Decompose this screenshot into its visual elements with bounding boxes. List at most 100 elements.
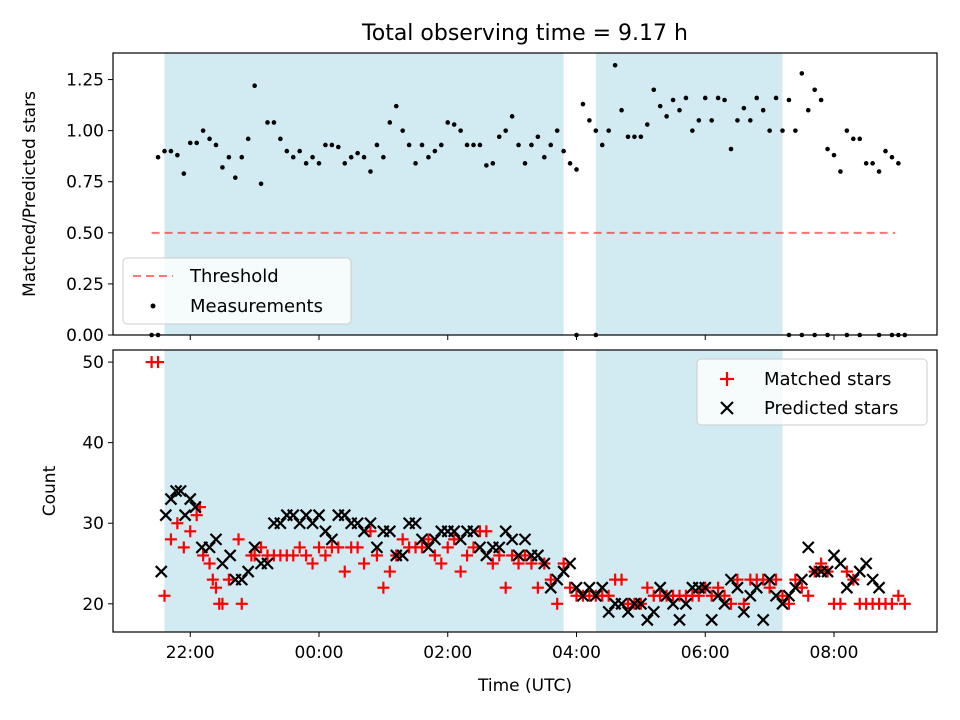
measurement-point: [818, 97, 824, 103]
predicted-star-stroke-b: [538, 557, 551, 570]
predicted-star-point: [834, 557, 847, 570]
matched-star-point: [448, 533, 461, 546]
predicted-star-stroke-b: [164, 492, 178, 506]
matched-star-point: [789, 573, 802, 586]
predicted-star-point: [872, 581, 886, 594]
predicted-star-point: [473, 541, 487, 554]
predicted-star-point: [499, 525, 512, 538]
predicted-star-stroke-b: [795, 573, 809, 586]
predicted-star-point: [718, 597, 731, 611]
matched-star-point: [782, 597, 795, 610]
predicted-star-stroke-b: [480, 549, 493, 562]
ratio-panel: 0.00 0.25 0.50 0.75 1.00 1.25 Matched/Predicte…: [20, 52, 938, 346]
predicted-star-stroke-b: [178, 508, 192, 522]
predicted-star-stroke-b: [325, 533, 339, 546]
predicted-star-point: [164, 492, 178, 506]
matched-star-point: [712, 581, 725, 594]
predicted-star-stroke-b: [653, 581, 667, 594]
measurement-point: [632, 134, 637, 140]
matched-star-point: [731, 573, 744, 586]
predicted-star-stroke-b: [454, 533, 467, 546]
matched-star-point: [641, 581, 654, 594]
predicted-star-stroke-b: [705, 613, 718, 627]
measurement-point: [355, 150, 360, 156]
predicted-star-point: [396, 549, 409, 562]
predicted-star-point: [178, 508, 192, 522]
matched-star-point: [422, 533, 435, 546]
predicted-star-point: [789, 581, 802, 594]
matched-star-point: [763, 581, 776, 594]
predicted-star-point: [744, 589, 757, 603]
predicted-star-point: [776, 597, 789, 611]
matched-star-point: [692, 589, 705, 602]
predicted-star-point: [705, 613, 718, 627]
predicted-star-stroke-b: [473, 541, 487, 554]
x-tick-label: 00:00: [295, 643, 344, 663]
predicted-star-point: [203, 541, 216, 554]
measurement-point: [625, 134, 631, 140]
matched-star-point: [725, 597, 737, 610]
matched-star-point: [885, 597, 898, 610]
measurement-point: [522, 161, 528, 166]
predicted-star-point: [795, 573, 809, 586]
predicted-star-stroke-b: [763, 573, 776, 586]
predicted-star-stroke-b: [641, 613, 654, 627]
measurement-point: [239, 154, 245, 160]
measurement-point: [851, 136, 856, 142]
measurement-point: [361, 154, 367, 160]
matched-star-point: [461, 549, 474, 562]
measurement-point: [336, 144, 341, 150]
matched-star-point: [898, 597, 911, 610]
predicted-star-point: [319, 525, 332, 538]
measurement-point: [812, 87, 817, 93]
predicted-star-stroke-b: [866, 573, 879, 586]
measurement-point: [471, 142, 476, 148]
measurement-point: [548, 142, 554, 148]
y-tick-label: 0.25: [66, 275, 104, 295]
predicted-star-point: [821, 565, 834, 578]
predicted-star-point: [338, 508, 352, 522]
predicted-star-stroke-b: [847, 573, 860, 586]
matched-star-point: [300, 549, 313, 562]
predicted-star-stroke-b: [621, 605, 635, 619]
matched-star-point: [493, 549, 506, 562]
predicted-star-point: [274, 516, 287, 530]
matched-star-point: [512, 557, 525, 570]
predicted-star-point: [660, 589, 673, 603]
predicted-star-stroke-b: [634, 597, 648, 611]
predicted-star-stroke-b: [647, 605, 661, 619]
measurement-point: [451, 122, 457, 127]
legend-measurements-label: Measurements: [190, 296, 323, 317]
matched-star-point: [319, 549, 332, 562]
measurement-point: [645, 122, 650, 127]
matched-star-point: [293, 541, 306, 554]
predicted-star-stroke-b: [223, 549, 237, 562]
matched-star-point: [557, 557, 570, 570]
matched-star-point: [519, 549, 531, 562]
matched-star-point: [564, 581, 577, 594]
measurement-point: [258, 181, 264, 187]
predicted-star-point: [615, 597, 628, 611]
measurement-point: [657, 103, 663, 109]
measurement-point: [773, 95, 779, 101]
predicted-star-point: [724, 573, 738, 586]
measurement-point: [271, 120, 277, 125]
legend-predicted-swatch: [720, 401, 734, 415]
measurement-point: [297, 148, 302, 154]
matched-star-point: [210, 581, 222, 594]
measurement-point: [612, 62, 618, 68]
legend-predicted-label: Predicted stars: [764, 398, 898, 419]
predicted-star-stroke-b: [576, 589, 590, 603]
measurement-point: [200, 128, 206, 133]
matched-star-point: [795, 581, 808, 594]
measurement-point: [316, 161, 322, 166]
matched-star-point: [364, 525, 377, 538]
matched-star-point: [206, 573, 219, 586]
measurement-point: [722, 97, 727, 103]
shaded-interval-0: [164, 350, 564, 632]
predicted-star-point: [866, 573, 879, 586]
measurement-point: [213, 142, 219, 148]
measurement-point: [574, 167, 579, 172]
count-legend: Matched stars Predicted stars: [696, 358, 928, 426]
